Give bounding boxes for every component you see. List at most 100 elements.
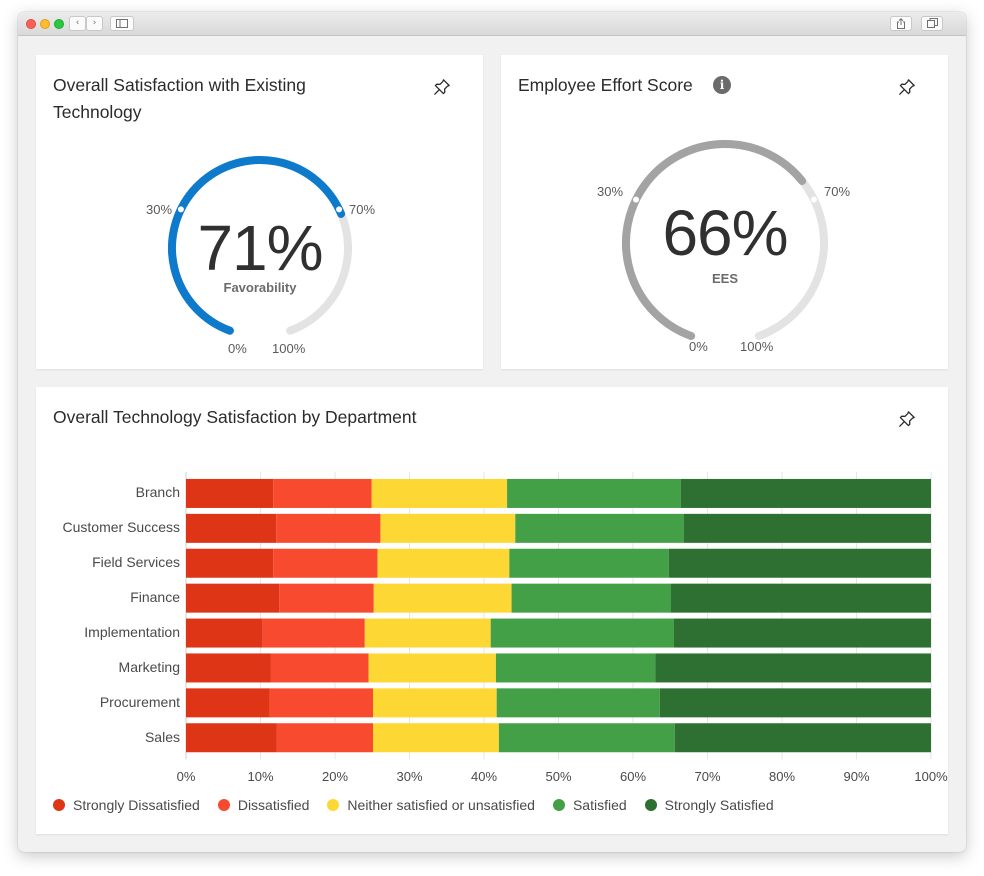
bar-segment[interactable] — [371, 478, 508, 508]
legend-item[interactable]: Neither satisfied or unsatisfied — [327, 797, 535, 813]
department-label: Sales — [144, 728, 180, 745]
bar-segment[interactable] — [496, 688, 660, 718]
bar-segment[interactable] — [380, 513, 516, 543]
sidebar-toggle-button[interactable] — [110, 16, 134, 31]
department-bar-chart — [185, 472, 932, 760]
bar-segment[interactable] — [509, 548, 669, 578]
bar-segment[interactable] — [683, 513, 931, 543]
department-label: Field Services — [92, 554, 180, 571]
bar-segment[interactable] — [186, 583, 280, 613]
bar-segment[interactable] — [368, 653, 496, 683]
bar-segment[interactable] — [670, 583, 931, 613]
bar-segment[interactable] — [515, 513, 684, 543]
bar-segment[interactable] — [673, 618, 931, 648]
legend-label: Neither satisfied or unsatisfied — [347, 797, 535, 813]
bar-segment[interactable] — [668, 548, 931, 578]
bar-segment[interactable] — [270, 653, 369, 683]
department-label: Branch — [135, 484, 180, 501]
department-label: Finance — [130, 589, 180, 606]
x-tick-label: 80% — [768, 769, 796, 785]
bar-segment[interactable] — [186, 478, 274, 508]
pin-icon[interactable] — [898, 410, 916, 428]
legend-item[interactable]: Strongly Satisfied — [644, 797, 774, 813]
bar-segment[interactable] — [273, 478, 372, 508]
legend-label: Dissatisfied — [237, 797, 310, 813]
ees-value: 66% — [662, 197, 788, 269]
gauge-marker-30 — [177, 206, 184, 213]
tick-label-30: 30% — [146, 202, 173, 217]
bar-segment[interactable] — [186, 653, 271, 683]
bar-segment[interactable] — [511, 583, 671, 613]
favorability-value: 71% — [197, 212, 323, 284]
browser-window: ‹ › Overall Satisfaction with Existing T… — [18, 12, 966, 852]
bar-segment[interactable] — [186, 618, 263, 648]
legend-swatch — [552, 799, 565, 811]
bar-segment[interactable] — [498, 723, 675, 753]
bar-segment[interactable] — [186, 723, 277, 753]
pin-icon[interactable] — [898, 78, 916, 96]
x-tick-label: 60% — [619, 769, 647, 785]
back-button[interactable]: ‹ — [69, 16, 86, 31]
bar-segment[interactable] — [377, 548, 510, 578]
x-tick-label: 10% — [247, 769, 274, 785]
x-tick-label: 50% — [545, 769, 572, 785]
bar-segment[interactable] — [279, 583, 374, 613]
bar-segment[interactable] — [659, 688, 931, 718]
bar-segment[interactable] — [186, 688, 270, 718]
bar-segment[interactable] — [186, 513, 277, 543]
legend-swatch — [327, 799, 340, 811]
bar-segment[interactable] — [276, 723, 373, 753]
gauge-marker-30 — [633, 196, 640, 203]
legend-item[interactable]: Dissatisfied — [217, 797, 310, 813]
x-tick-label: 40% — [470, 769, 498, 785]
tick-label-0: 0% — [228, 341, 247, 356]
gauge-fill — [621, 140, 807, 341]
pin-icon[interactable] — [433, 78, 451, 96]
forward-button[interactable]: › — [86, 16, 103, 31]
zoom-window-button[interactable] — [54, 19, 64, 29]
x-tick-label: 20% — [321, 769, 349, 785]
bar-segment[interactable] — [495, 653, 656, 683]
gauge-fill — [168, 156, 346, 335]
bar-segment[interactable] — [655, 653, 931, 683]
tick-label-100: 100% — [272, 341, 306, 356]
tabs-button[interactable] — [921, 16, 943, 31]
share-button[interactable] — [890, 16, 912, 31]
bar-segment[interactable] — [373, 688, 497, 718]
chart-legend: Strongly Dissatisfied Dissatisfied Neither… — [53, 797, 792, 813]
legend-label: Strongly Satisfied — [664, 797, 774, 813]
card-title: Employee Effort Score — [518, 75, 693, 95]
bar-segment[interactable] — [490, 618, 674, 648]
legend-item[interactable]: Strongly Dissatisfied — [53, 797, 200, 813]
tick-label-0: 0% — [689, 339, 708, 354]
bar-segment[interactable] — [269, 688, 373, 718]
legend-item[interactable]: Satisfied — [552, 797, 627, 813]
bar-segment[interactable] — [373, 723, 499, 753]
title-bar: ‹ › — [18, 12, 966, 36]
department-label: Customer Success — [62, 519, 180, 536]
legend-swatch — [644, 799, 657, 811]
bar-segment[interactable] — [507, 478, 681, 508]
close-window-button[interactable] — [26, 19, 36, 29]
tick-label-30: 30% — [597, 184, 624, 199]
department-label: Procurement — [99, 693, 180, 710]
card-title: Overall Satisfaction with Existing Techn… — [53, 75, 306, 122]
x-tick-label: 100% — [914, 769, 948, 785]
x-tick-label: 90% — [843, 769, 870, 785]
minimize-window-button[interactable] — [40, 19, 50, 29]
legend-label: Satisfied — [572, 797, 627, 813]
effort-gauge — [621, 140, 828, 341]
bar-segment[interactable] — [680, 478, 931, 508]
bar-segment[interactable] — [186, 548, 274, 578]
effort-score-card: Employee Effort Score i 66% EES 30% 70% … — [501, 55, 948, 369]
legend-swatch — [217, 799, 230, 811]
bar-segment[interactable] — [273, 548, 378, 578]
bar-segment[interactable] — [276, 513, 381, 543]
info-icon[interactable]: i — [713, 76, 731, 94]
bar-segment[interactable] — [373, 583, 512, 613]
bar-segment[interactable] — [262, 618, 365, 648]
x-tick-label: 70% — [694, 769, 721, 785]
bar-segment[interactable] — [364, 618, 491, 648]
gauge-marker-70 — [336, 206, 343, 213]
bar-segment[interactable] — [674, 723, 931, 753]
